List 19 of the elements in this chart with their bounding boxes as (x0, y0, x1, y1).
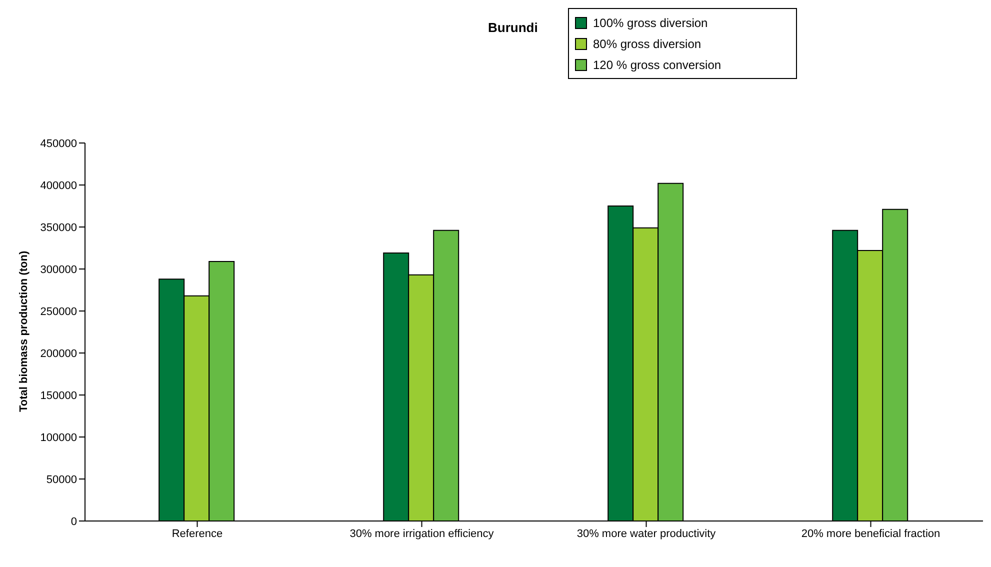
y-tick-label: 200000 (40, 348, 77, 360)
legend-label: 120 % gross conversion (592, 56, 722, 74)
y-tick-label: 100000 (40, 432, 77, 444)
legend-label: 100% gross diversion (592, 14, 709, 32)
y-tick-label: 0 (70, 516, 77, 528)
y-tick-label: 250000 (40, 306, 77, 318)
y-tick-label: 50000 (46, 474, 77, 486)
x-tick-label: 30% more water productivity (576, 528, 716, 540)
x-tick-label: 30% more irrigation efficiency (350, 528, 494, 540)
y-tick-label: 150000 (40, 390, 77, 402)
chart-title: Burundi (488, 20, 538, 35)
y-axis-title: Total biomass production (ton) (18, 250, 30, 412)
y-tick-label: 350000 (40, 222, 77, 234)
y-tick-label: 400000 (40, 180, 77, 192)
legend-label: 80% gross diversion (592, 36, 702, 52)
x-tick-label: Reference (172, 528, 223, 540)
y-tick-label: 300000 (40, 264, 77, 276)
x-tick-label: 20% more beneficial fraction (801, 528, 940, 540)
y-tick-label: 450000 (40, 138, 77, 150)
